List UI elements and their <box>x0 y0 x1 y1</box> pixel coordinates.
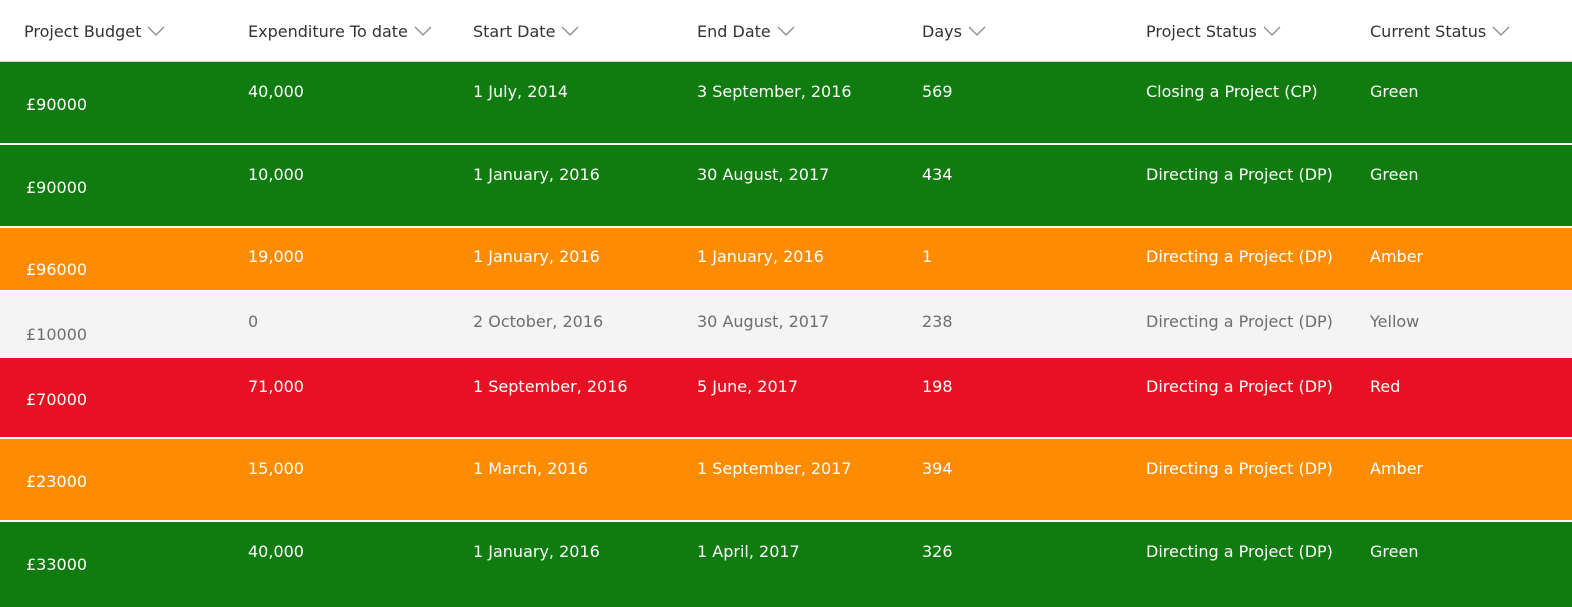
cell-start: 1 January, 2016 <box>473 542 600 561</box>
cell-budget: £33000 <box>26 555 88 574</box>
table-row[interactable]: £33000 40,000 1 January, 2016 1 April, 2017… <box>0 522 1572 607</box>
cell-budget: £96000 <box>26 260 88 279</box>
column-header-end[interactable]: End Date <box>697 0 795 62</box>
cell-current-status: Amber <box>1370 459 1424 478</box>
cell-days: 238 <box>922 312 953 331</box>
column-header-label: Current Status <box>1370 21 1487 41</box>
cell-project-status: Directing a Project (DP) <box>1146 165 1333 184</box>
cell-days: 326 <box>922 542 953 561</box>
cell-expenditure: 71,000 <box>248 377 304 396</box>
cell-expenditure: 40,000 <box>248 82 304 101</box>
chevron-down-icon[interactable] <box>147 25 165 37</box>
column-header-start[interactable]: Start Date <box>473 0 579 62</box>
cell-expenditure: 0 <box>248 312 259 331</box>
cell-current-status: Green <box>1370 542 1419 561</box>
column-header-label: Expenditure To date <box>248 21 408 41</box>
cell-current-status: Green <box>1370 165 1419 184</box>
cell-project-status: Directing a Project (DP) <box>1146 459 1333 478</box>
chevron-down-icon[interactable] <box>1263 25 1281 37</box>
column-header-label: End Date <box>697 21 771 41</box>
cell-days: 198 <box>922 377 953 396</box>
table-row[interactable]: £90000 10,000 1 January, 2016 30 August, 20… <box>0 145 1572 226</box>
table-row[interactable]: £96000 19,000 1 January, 2016 1 January, 20… <box>0 228 1572 290</box>
cell-expenditure: 40,000 <box>248 542 304 561</box>
cell-current-status: Yellow <box>1370 312 1420 331</box>
table-header: Project Budget Expenditure To date Start D… <box>0 0 1572 62</box>
cell-days: 569 <box>922 82 953 101</box>
cell-budget: £10000 <box>26 325 88 344</box>
cell-budget: £23000 <box>26 472 88 491</box>
cell-start: 1 January, 2016 <box>473 165 600 184</box>
cell-days: 394 <box>922 459 953 478</box>
cell-budget: £90000 <box>26 178 88 197</box>
column-header-days[interactable]: Days <box>922 0 986 62</box>
cell-current-status: Amber <box>1370 247 1424 266</box>
cell-project-status: Directing a Project (DP) <box>1146 377 1333 396</box>
cell-start: 1 September, 2016 <box>473 377 628 396</box>
table-row[interactable]: £70000 71,000 1 September, 2016 5 June, 201… <box>0 358 1572 437</box>
cell-days: 1 <box>922 247 933 266</box>
cell-end: 1 April, 2017 <box>697 542 800 561</box>
cell-budget: £90000 <box>26 95 88 114</box>
cell-end: 30 August, 2017 <box>697 312 830 331</box>
cell-budget: £70000 <box>26 390 88 409</box>
cell-current-status: Green <box>1370 82 1419 101</box>
cell-end: 1 January, 2016 <box>697 247 824 266</box>
cell-start: 1 July, 2014 <box>473 82 568 101</box>
cell-end: 3 September, 2016 <box>697 82 852 101</box>
table-row[interactable]: £23000 15,000 1 March, 2016 1 September, 20… <box>0 439 1572 520</box>
table-row[interactable]: £90000 40,000 1 July, 2014 3 September, 201… <box>0 62 1572 143</box>
chevron-down-icon[interactable] <box>1492 25 1510 37</box>
chevron-down-icon[interactable] <box>968 25 986 37</box>
cell-days: 434 <box>922 165 953 184</box>
column-header-current-status[interactable]: Current Status <box>1370 0 1510 62</box>
cell-expenditure: 10,000 <box>248 165 304 184</box>
cell-project-status: Closing a Project (CP) <box>1146 82 1318 101</box>
cell-start: 2 October, 2016 <box>473 312 604 331</box>
table-row[interactable]: £10000 0 2 October, 2016 30 August, 2017 238… <box>0 291 1572 357</box>
cell-start: 1 March, 2016 <box>473 459 588 478</box>
cell-project-status: Directing a Project (DP) <box>1146 312 1333 331</box>
column-header-expenditure[interactable]: Expenditure To date <box>248 0 432 62</box>
cell-project-status: Directing a Project (DP) <box>1146 247 1333 266</box>
column-header-budget[interactable]: Project Budget <box>24 0 165 62</box>
cell-end: 5 June, 2017 <box>697 377 798 396</box>
cell-project-status: Directing a Project (DP) <box>1146 542 1333 561</box>
column-header-label: Project Budget <box>24 21 142 41</box>
column-header-label: Project Status <box>1146 21 1257 41</box>
chevron-down-icon[interactable] <box>777 25 795 37</box>
chevron-down-icon[interactable] <box>414 25 432 37</box>
cell-start: 1 January, 2016 <box>473 247 600 266</box>
column-header-project-status[interactable]: Project Status <box>1146 0 1281 62</box>
cell-current-status: Red <box>1370 377 1401 396</box>
cell-expenditure: 15,000 <box>248 459 304 478</box>
column-header-label: Start Date <box>473 21 556 41</box>
chevron-down-icon[interactable] <box>561 25 579 37</box>
cell-expenditure: 19,000 <box>248 247 304 266</box>
column-header-label: Days <box>922 21 962 41</box>
cell-end: 1 September, 2017 <box>697 459 852 478</box>
cell-end: 30 August, 2017 <box>697 165 830 184</box>
